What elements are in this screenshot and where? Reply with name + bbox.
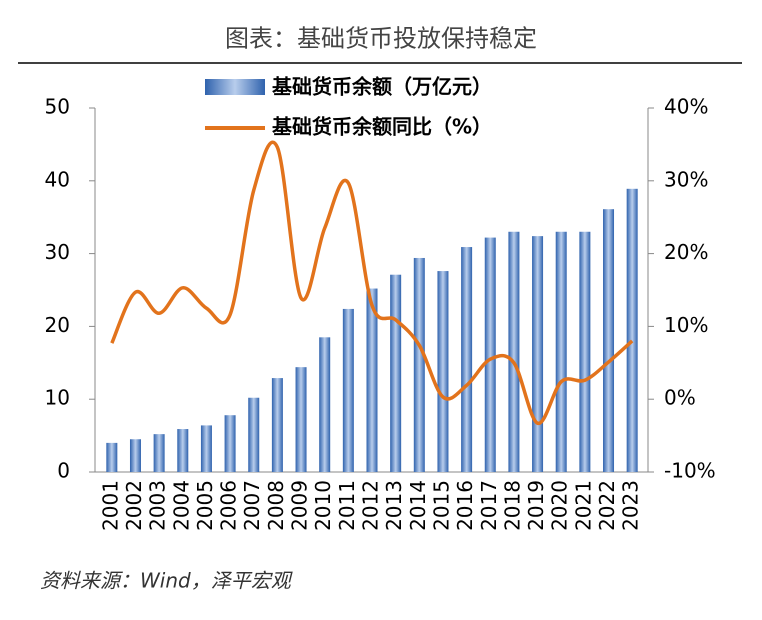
x-tick-label: 2017 xyxy=(477,480,501,531)
bar xyxy=(437,271,449,472)
bar xyxy=(224,415,236,472)
bar xyxy=(271,378,283,472)
x-tick-label: 2001 xyxy=(98,480,122,531)
bar xyxy=(603,209,615,472)
x-tick-label: 2019 xyxy=(524,480,548,531)
x-tick-label: 2018 xyxy=(500,480,524,531)
bar xyxy=(555,231,567,472)
x-tick-label: 2021 xyxy=(571,480,595,531)
x-tick-label: 2007 xyxy=(240,480,264,531)
bar xyxy=(342,308,354,472)
legend-label: 基础货币余额同比（%） xyxy=(272,115,492,139)
x-tick-label: 2009 xyxy=(288,480,312,531)
bar xyxy=(484,237,496,472)
bar xyxy=(295,367,307,472)
x-tick-label: 2020 xyxy=(548,480,572,531)
y-tick-label: 0 xyxy=(57,459,70,483)
y2-tick-label: 30% xyxy=(664,167,708,191)
legend-swatch-bar xyxy=(205,79,265,95)
legend-label: 基础货币余额（万亿元） xyxy=(272,75,492,99)
x-tick-label: 2006 xyxy=(217,480,241,531)
x-tick-label: 2005 xyxy=(193,480,217,531)
x-tick-label: 2012 xyxy=(359,480,383,531)
bar xyxy=(461,247,473,472)
bar xyxy=(319,337,331,472)
x-tick-label: 2013 xyxy=(382,480,406,531)
bar xyxy=(153,434,165,472)
bar xyxy=(366,288,378,472)
bar xyxy=(177,429,189,472)
x-tick-label: 2014 xyxy=(406,480,430,531)
x-tick-label: 2002 xyxy=(122,480,146,531)
y2-tick-label: 20% xyxy=(664,240,708,264)
bar xyxy=(200,425,212,472)
bar xyxy=(129,439,141,472)
y2-tick-label: -10% xyxy=(664,459,716,483)
bar xyxy=(508,231,520,472)
y-tick-label: 20 xyxy=(45,313,70,337)
y-tick-label: 10 xyxy=(45,386,70,410)
line xyxy=(110,140,634,425)
x-tick-label: 2010 xyxy=(311,480,335,531)
x-tick-label: 2003 xyxy=(146,480,170,531)
bar xyxy=(390,274,402,472)
x-tick-label: 2004 xyxy=(169,480,193,531)
x-tick-label: 2023 xyxy=(619,480,643,531)
bar xyxy=(532,236,544,472)
y2-tick-label: 0% xyxy=(664,386,696,410)
bar xyxy=(248,397,260,472)
bar xyxy=(579,231,591,472)
y2-tick-label: 10% xyxy=(664,313,708,337)
x-tick-label: 2015 xyxy=(429,480,453,531)
y-tick-label: 50 xyxy=(45,95,70,119)
y-tick-label: 30 xyxy=(45,240,70,264)
y2-tick-label: 40% xyxy=(664,95,708,119)
y-tick-label: 40 xyxy=(45,167,70,191)
bar xyxy=(106,442,118,472)
source: 资料来源：Wind，泽平宏观 xyxy=(40,569,293,593)
x-tick-label: 2011 xyxy=(335,480,359,531)
chart-title: 图表：基础货币投放保持稳定 xyxy=(225,25,537,53)
x-tick-label: 2016 xyxy=(453,480,477,531)
bar xyxy=(626,188,638,473)
x-tick-label: 2022 xyxy=(595,480,619,531)
x-tick-label: 2008 xyxy=(264,480,288,531)
bar xyxy=(413,257,425,472)
